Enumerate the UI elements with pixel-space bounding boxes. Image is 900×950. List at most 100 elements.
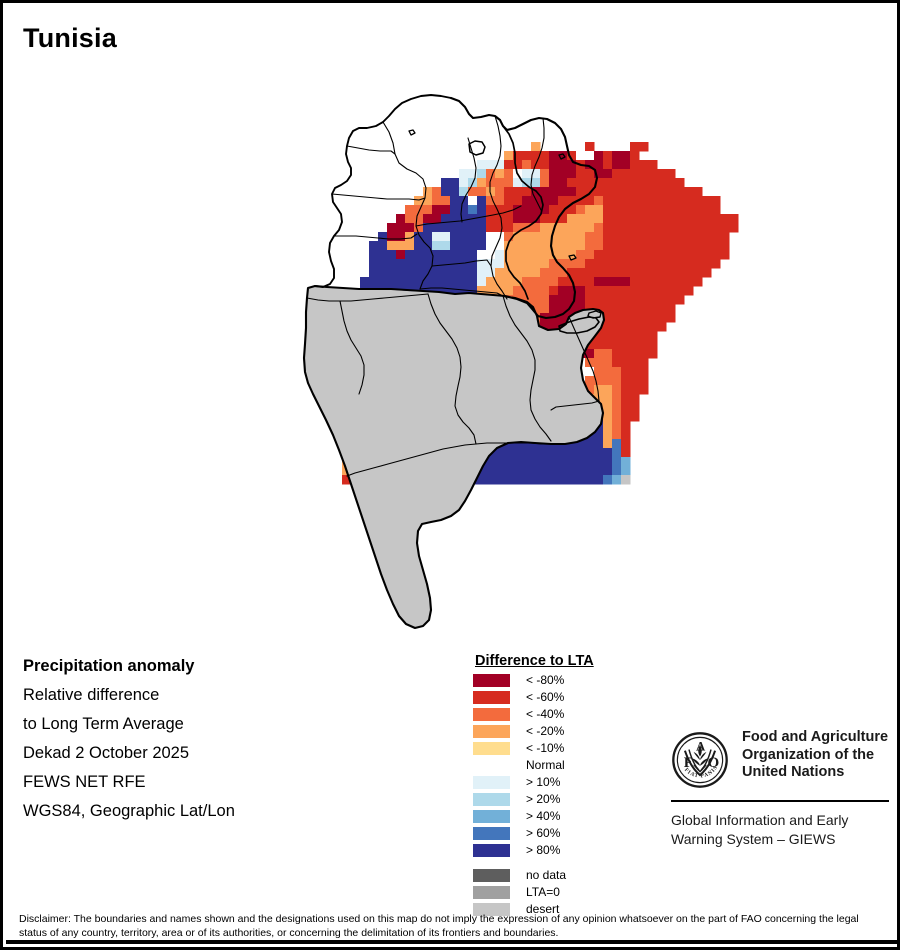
anomaly-cell	[540, 196, 550, 206]
national-boundary	[302, 96, 606, 630]
anomaly-cell	[639, 331, 649, 341]
anomaly-cell	[477, 160, 487, 170]
legend-entry-lt-minus-20: < -20%	[473, 725, 673, 738]
anomaly-cell	[396, 268, 406, 278]
anomaly-cell	[621, 196, 631, 206]
legend-label-lt-minus-80: < -80%	[526, 673, 565, 687]
anomaly-cell	[558, 223, 568, 233]
anomaly-cell	[441, 205, 451, 215]
anomaly-cell	[450, 187, 460, 197]
anomaly-cell	[612, 340, 622, 350]
anomaly-cell	[594, 358, 604, 368]
anomaly-cell	[441, 223, 451, 233]
anomaly-cell	[468, 196, 478, 206]
anomaly-cell	[549, 277, 559, 287]
anomaly-cell	[657, 250, 667, 260]
anomaly-cell	[657, 304, 667, 314]
anomaly-cell	[423, 223, 433, 233]
fao-logo-letter-o: O	[708, 755, 720, 771]
tunisia-map-svg[interactable]	[3, 58, 897, 638]
anomaly-cell	[558, 205, 568, 215]
anomaly-cell	[675, 232, 685, 242]
anomaly-cell	[576, 286, 586, 296]
anomaly-cell	[567, 151, 577, 161]
anomaly-cell	[657, 214, 667, 224]
anomaly-cell	[378, 259, 388, 269]
legend-label-gt-60: > 60%	[526, 826, 561, 840]
anomaly-cell	[342, 475, 352, 485]
anomaly-cell	[693, 232, 703, 242]
anomaly-cell	[684, 268, 694, 278]
anomaly-cell	[639, 250, 649, 260]
anomaly-cell	[657, 322, 667, 332]
anomaly-cell	[522, 286, 532, 296]
anomaly-cell	[531, 250, 541, 260]
anomaly-cell	[594, 241, 604, 251]
anomaly-cell	[648, 313, 658, 323]
anomaly-cell	[468, 250, 478, 260]
info-line-3: Dekad 2 October 2025	[23, 744, 190, 762]
anomaly-cell	[603, 349, 613, 359]
anomaly-cell	[459, 223, 469, 233]
anomaly-cell	[405, 259, 415, 269]
anomaly-cell	[621, 358, 631, 368]
anomaly-cell	[387, 241, 397, 251]
anomaly-cell	[648, 160, 658, 170]
anomaly-cell	[576, 142, 586, 152]
legend-status-no-data: no data	[473, 869, 673, 882]
anomaly-cell	[639, 367, 649, 377]
anomaly-cell	[621, 178, 631, 188]
anomaly-cell	[657, 205, 667, 215]
legend-entry-gt-40: > 40%	[473, 810, 673, 823]
anomaly-cell	[648, 241, 658, 251]
anomaly-cell	[729, 214, 739, 224]
anomaly-cell	[495, 466, 505, 476]
legend-label-desert: desert	[526, 902, 560, 916]
anomaly-cell	[720, 232, 730, 242]
anomaly-cell	[396, 277, 406, 287]
anomaly-cell	[630, 178, 640, 188]
anomaly-cell	[522, 160, 532, 170]
anomaly-cell	[639, 241, 649, 251]
anomaly-cell	[612, 475, 622, 485]
anomaly-cell	[477, 205, 487, 215]
anomaly-cell	[441, 214, 451, 224]
legend-spacer	[473, 861, 673, 869]
anomaly-cell	[378, 277, 388, 287]
anomaly-cell	[567, 232, 577, 242]
anomaly-cell	[594, 376, 604, 386]
anomaly-cell	[567, 196, 577, 206]
anomaly-cell	[522, 214, 532, 224]
anomaly-cell	[513, 475, 523, 485]
anomaly-cell	[450, 277, 460, 287]
anomaly-cell	[666, 286, 676, 296]
anomaly-cell	[414, 223, 424, 233]
anomaly-cell	[513, 187, 523, 197]
anomaly-cell	[549, 466, 559, 476]
anomaly-cell	[549, 304, 559, 314]
anomaly-cell	[630, 223, 640, 233]
anomaly-cell	[486, 160, 496, 170]
anomaly-cell	[648, 340, 658, 350]
anomaly-cell	[576, 241, 586, 251]
anomaly-cell	[585, 340, 595, 350]
anomaly-cell	[684, 286, 694, 296]
anomaly-cell	[558, 160, 568, 170]
fao-divider	[671, 800, 889, 802]
anomaly-cell	[405, 250, 415, 260]
anomaly-cell	[594, 385, 604, 395]
desert-south-polygon	[304, 286, 604, 628]
anomaly-cell	[567, 268, 577, 278]
anomaly-cell	[513, 223, 523, 233]
map-container[interactable]	[3, 58, 897, 638]
anomaly-cell	[477, 214, 487, 224]
anomaly-cell	[639, 268, 649, 278]
anomaly-cell	[477, 277, 487, 287]
anomaly-cell	[432, 214, 442, 224]
anomaly-cell	[585, 169, 595, 179]
map-legend: Difference to LTA < -80% < -60% < -40% < -2…	[473, 653, 673, 920]
legend-label-lta-zero: LTA=0	[526, 885, 560, 899]
anomaly-cell	[495, 250, 505, 260]
anomaly-cell	[558, 241, 568, 251]
